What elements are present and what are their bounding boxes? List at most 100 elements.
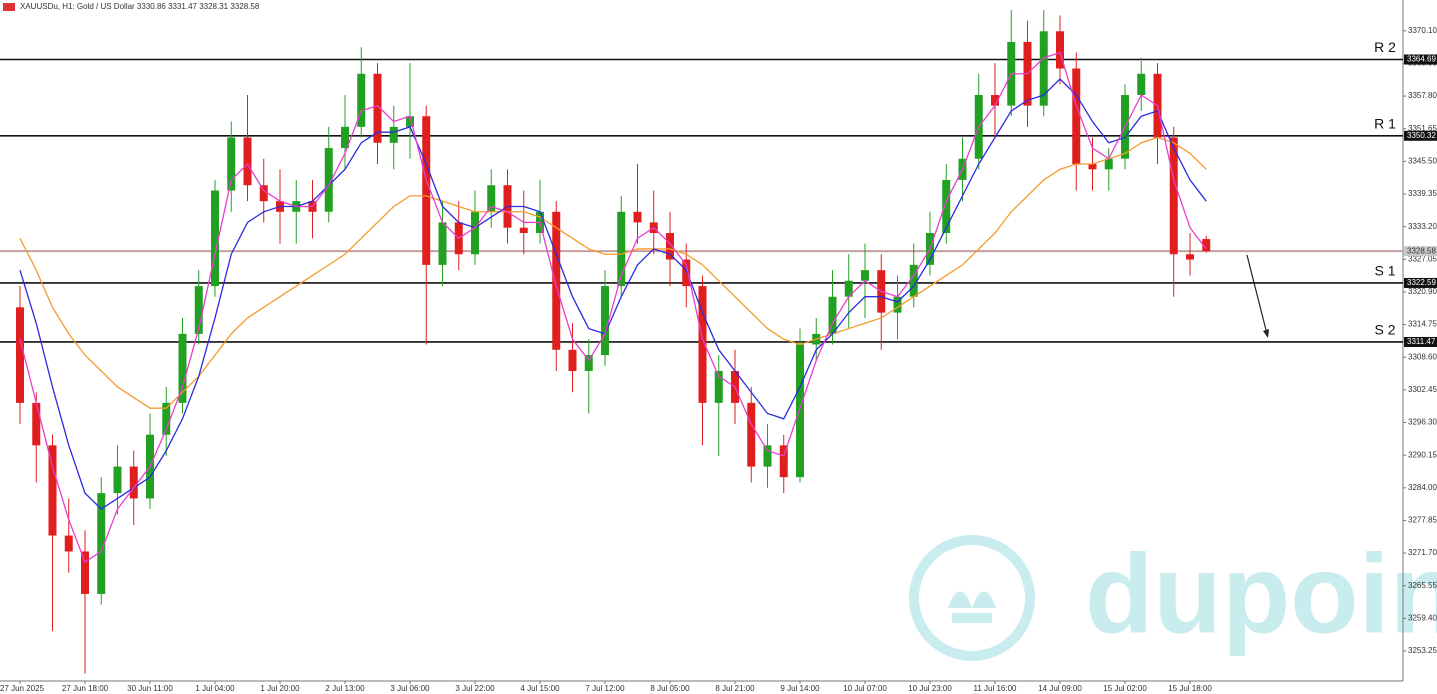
candle-body xyxy=(259,185,268,202)
candle-body xyxy=(519,227,528,234)
y-tick-label: 3351.65 xyxy=(1408,124,1437,133)
y-tick-label: 3370.10 xyxy=(1408,26,1437,35)
candle-body xyxy=(1056,31,1064,69)
candle-body xyxy=(16,307,24,403)
candle-body xyxy=(1169,137,1178,255)
current-price-label: 3328.58 xyxy=(1407,246,1436,255)
candle-body xyxy=(341,126,349,149)
x-tick-label: 11 Jul 16:00 xyxy=(974,684,1018,693)
x-tick-label: 30 Jun 11:00 xyxy=(127,684,173,693)
candle-body xyxy=(324,148,333,212)
candle-body xyxy=(243,137,252,186)
x-tick-label: 27 Jun 18:00 xyxy=(62,684,109,693)
level-name: R 2 xyxy=(1374,39,1396,55)
watermark: dupoin xyxy=(1085,532,1437,657)
candle-body xyxy=(1039,31,1048,106)
candle-body xyxy=(81,551,89,594)
candle-body xyxy=(406,116,414,127)
candle-body xyxy=(487,185,496,212)
x-tick-label: 10 Jul 23:00 xyxy=(908,684,952,693)
y-tick-label: 3339.35 xyxy=(1408,189,1437,198)
symbol-icon xyxy=(3,3,15,11)
candle-body xyxy=(747,402,756,467)
x-tick-label: 7 Jul 12:00 xyxy=(585,684,625,693)
candle-body xyxy=(97,493,106,594)
candle-body xyxy=(666,233,674,260)
watermark-logo xyxy=(909,535,1035,661)
candle-body xyxy=(584,355,593,372)
candle-body xyxy=(1202,239,1211,252)
candle-body xyxy=(714,371,723,403)
moving-average xyxy=(19,78,1207,510)
y-tick-label: 3259.40 xyxy=(1408,613,1437,622)
x-tick-label: 9 Jul 14:00 xyxy=(780,684,820,693)
level-label-box xyxy=(1404,336,1437,347)
y-tick-label: 3265.55 xyxy=(1408,581,1437,590)
candle-body xyxy=(194,286,203,334)
level-label: 3364.69 xyxy=(1407,55,1436,64)
y-tick-label: 3290.15 xyxy=(1408,450,1437,459)
x-tick-label: 15 Jul 18:00 xyxy=(1168,684,1212,693)
y-tick-label: 3302.45 xyxy=(1408,385,1437,394)
x-tick-label: 10 Jul 07:00 xyxy=(843,684,887,693)
x-tick-label: 4 Jul 15:00 xyxy=(520,684,560,693)
candle-body xyxy=(227,137,236,191)
candle-body xyxy=(1186,254,1194,260)
y-tick-label: 3320.90 xyxy=(1408,287,1437,296)
x-tick-label: 1 Jul 20:00 xyxy=(260,684,300,693)
candle-body xyxy=(617,211,626,287)
x-tick-label: 8 Jul 21:00 xyxy=(715,684,755,693)
level-label: 3311.47 xyxy=(1407,337,1436,346)
candle-body xyxy=(633,211,642,223)
candle-body xyxy=(1104,158,1113,170)
y-tick-label: 3357.80 xyxy=(1408,91,1437,100)
y-tick-label: 3253.25 xyxy=(1408,646,1437,655)
candle-body xyxy=(64,535,73,552)
candle-body xyxy=(422,116,431,265)
candle-body xyxy=(1088,164,1097,170)
candle-body xyxy=(779,445,788,478)
candle-body xyxy=(1072,68,1081,165)
x-tick-label: 2 Jul 13:00 xyxy=(325,684,365,693)
candle-body xyxy=(893,296,902,313)
candle-body xyxy=(129,466,138,499)
level-name: R 1 xyxy=(1374,115,1396,131)
y-tick-label: 3345.50 xyxy=(1408,156,1437,165)
candle-body xyxy=(357,73,366,127)
x-tick-label: 27 Jun 2025 xyxy=(0,684,45,693)
level-label: 3322.59 xyxy=(1407,278,1436,287)
candle-body xyxy=(48,445,57,536)
candle-body xyxy=(698,286,707,403)
y-tick-label: 3314.75 xyxy=(1408,320,1437,329)
x-tick-label: 14 Jul 09:00 xyxy=(1038,684,1082,693)
y-tick-label: 3333.20 xyxy=(1408,222,1437,231)
x-tick-label: 1 Jul 04:00 xyxy=(195,684,235,693)
candle-body xyxy=(438,222,447,265)
candle-body xyxy=(211,190,219,287)
level-label-box xyxy=(1404,277,1437,288)
candle-body xyxy=(682,259,691,287)
candle-body xyxy=(909,264,918,297)
candle-body xyxy=(796,344,804,478)
x-tick-label: 3 Jul 06:00 xyxy=(390,684,430,693)
candle-body xyxy=(844,280,853,297)
candle-body xyxy=(162,402,171,435)
moving-average xyxy=(19,51,1207,564)
chart-title: XAUUSDu, H1: Gold / US Dollar 3330.86 33… xyxy=(20,2,260,11)
current-price-box xyxy=(1404,246,1437,257)
level-label-box xyxy=(1404,130,1437,141)
candle-body xyxy=(552,211,561,350)
y-tick-label: 3308.60 xyxy=(1408,352,1437,361)
candle-body xyxy=(763,445,772,467)
x-tick-label: 8 Jul 05:00 xyxy=(650,684,690,693)
candle-body xyxy=(828,296,837,334)
y-tick-label: 3277.85 xyxy=(1408,516,1437,525)
moving-average xyxy=(19,136,1207,409)
x-tick-label: 15 Jul 02:00 xyxy=(1103,684,1147,693)
candle-body xyxy=(601,286,609,356)
candle-body xyxy=(861,270,869,281)
arrow-head xyxy=(1263,329,1269,338)
candle-body xyxy=(568,349,577,372)
level-label-box xyxy=(1404,54,1437,65)
